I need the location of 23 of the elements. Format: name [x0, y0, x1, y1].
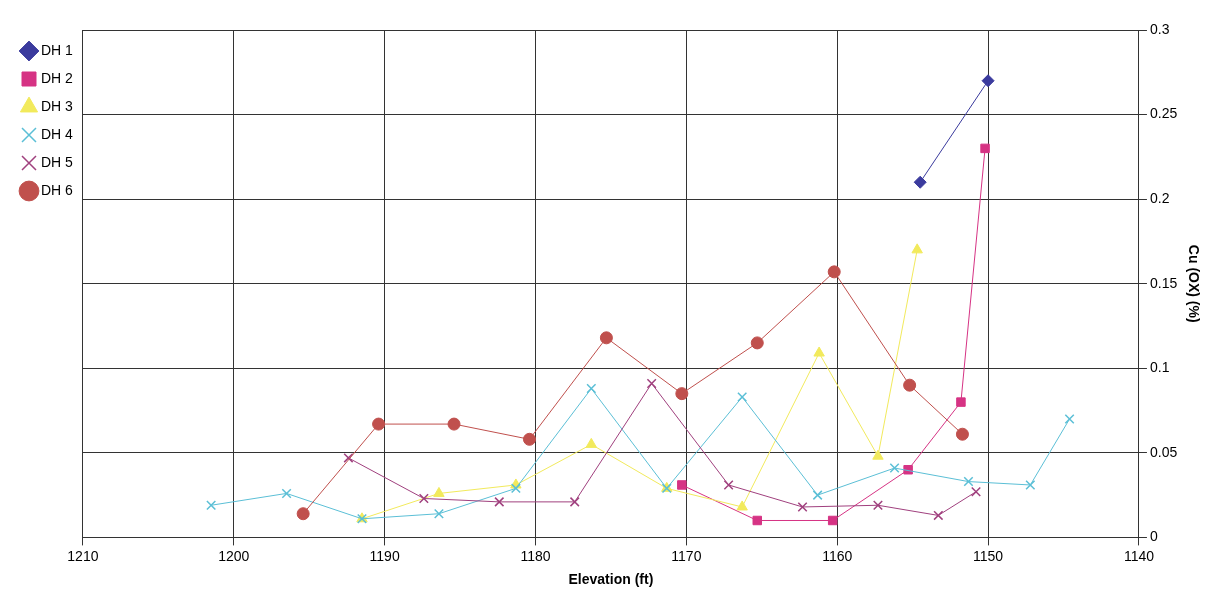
- legend-label: DH 3: [41, 97, 74, 114]
- legend-label: DH 4: [41, 125, 74, 142]
- x-tick-label: 1180: [520, 547, 551, 564]
- y-tick-label: 0.1: [1149, 359, 1170, 376]
- y-tick-label: 0: [1149, 528, 1158, 545]
- legend-label: DH 6: [41, 181, 74, 198]
- legend-label: DH 5: [41, 153, 74, 170]
- y-axis-title: Cu (OX) (%): [1185, 244, 1202, 323]
- legend-label: DH 2: [41, 69, 74, 86]
- x-tick-label: 1140: [1123, 547, 1155, 564]
- x-tick-label: 1190: [369, 547, 400, 564]
- x-tick-label: 1210: [67, 547, 99, 564]
- legend-label: DH 1: [41, 41, 74, 58]
- x-tick-label: 1170: [671, 547, 702, 564]
- y-tick-label: 0.25: [1149, 105, 1178, 122]
- x-tick-label: 1150: [973, 547, 1004, 564]
- y-tick-label: 0.05: [1149, 443, 1178, 460]
- x-axis-title: Elevation (ft): [568, 571, 654, 588]
- y-tick-label: 0.3: [1149, 20, 1170, 37]
- y-tick-label: 0.2: [1149, 189, 1170, 206]
- x-tick-label: 1160: [822, 547, 853, 564]
- y-tick-label: 0.15: [1149, 274, 1178, 291]
- x-tick-label: 1200: [218, 547, 250, 564]
